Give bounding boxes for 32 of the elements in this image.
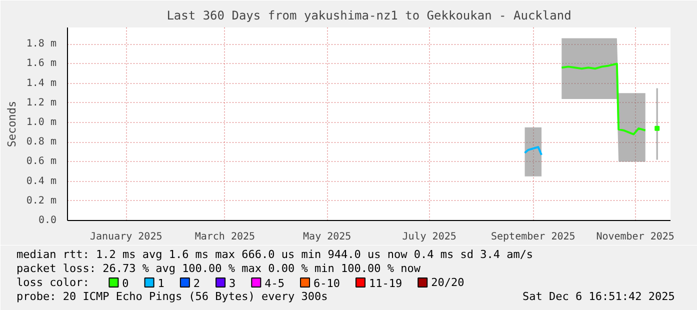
text: packet loss: 26.73 % avg 100.00 % max 0.00 % min 100.00 % now [16,262,421,275]
chart-title: Last 360 Days from yakushima-nz1 to Gekkoukan - Auckland [166,8,572,22]
text: Sat Dec 6 16:51:42 2025 [522,290,675,303]
x-tick-label: September 2025 [491,232,576,242]
legend-label: 3 [229,277,236,290]
legend-label: 6-10 [314,277,340,290]
x-tick-label: July 2025 [402,232,456,242]
y-tick-label: 1.0 m [26,117,57,128]
legend-label: 4-5 [264,277,285,290]
text: probe: 20 ICMP Echo Pings (56 Bytes) every 300s [16,290,328,303]
x-tick-label: March 2025 [194,232,256,242]
y-tick-label: 1.8 m [26,38,57,50]
y-tick-label: 0.0 [38,215,56,226]
y-tick-label: 1.6 m [26,58,57,70]
legend-label: 11-19 [369,277,402,290]
legend-label: 1 [158,277,164,290]
y-axis-title: Seconds [5,100,18,148]
y-tick-label: 1.4 m [26,78,57,89]
legend-label: 2 [193,277,200,290]
y-tick-label: 1.2 m [26,97,57,108]
line-series [524,146,543,156]
x-tick-label: November 2025 [596,232,674,242]
x-tick-label: May 2025 [303,232,352,242]
legend-label: 20/20 [431,276,464,289]
text: median rtt: 1.2 ms avg 1.6 ms max 666.0 us min 944.0 us now 0.4 ms sd 3.4 am/s [16,248,534,261]
x-tick-label: January 2025 [90,232,162,242]
legend-title: loss color: [16,276,90,289]
y-tick-label: 0.6 m [26,156,57,168]
y-tick-label: 0.2 m [26,195,57,206]
legend-label: 0 [122,277,129,290]
y-tick-label: 0.8 m [26,136,57,148]
y-tick-label: 0.4 m [26,176,57,187]
